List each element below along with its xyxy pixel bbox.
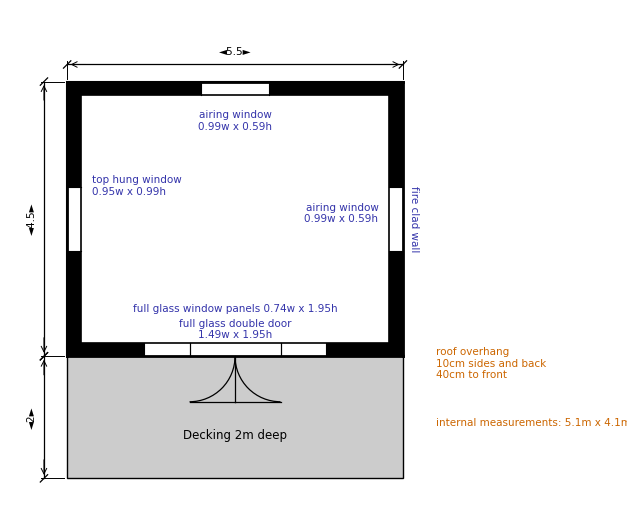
Text: full glass window panels 0.74w x 1.95h: full glass window panels 0.74w x 1.95h [133,305,337,314]
Bar [189,343,280,357]
Text: full glass double door
1.49w x 1.95h: full glass double door 1.49w x 1.95h [179,319,292,340]
Bar [201,82,268,95]
Text: ◄2►: ◄2► [26,406,36,429]
Bar [81,95,389,343]
Bar [67,353,403,478]
Text: airing window
0.99w x 0.59h: airing window 0.99w x 0.59h [305,203,379,224]
Bar [280,343,325,357]
Bar [67,82,403,357]
Text: fire clad wall: fire clad wall [409,186,419,252]
Text: top hung window
0.95w x 0.99h: top hung window 0.95w x 0.99h [92,175,181,197]
Bar [144,343,189,357]
Text: roof overhang
10cm sides and back
40cm to front: roof overhang 10cm sides and back 40cm t… [436,347,547,380]
Text: internal measurements: 5.1m x 4.1m: internal measurements: 5.1m x 4.1m [436,419,627,428]
Text: Decking 2m deep: Decking 2m deep [183,429,287,442]
Bar [389,187,403,251]
Text: ◄4.5►: ◄4.5► [26,203,36,235]
Bar [67,187,81,251]
Text: airing window
0.99w x 0.59h: airing window 0.99w x 0.59h [198,110,272,132]
Text: ◄5.5►: ◄5.5► [219,47,251,57]
